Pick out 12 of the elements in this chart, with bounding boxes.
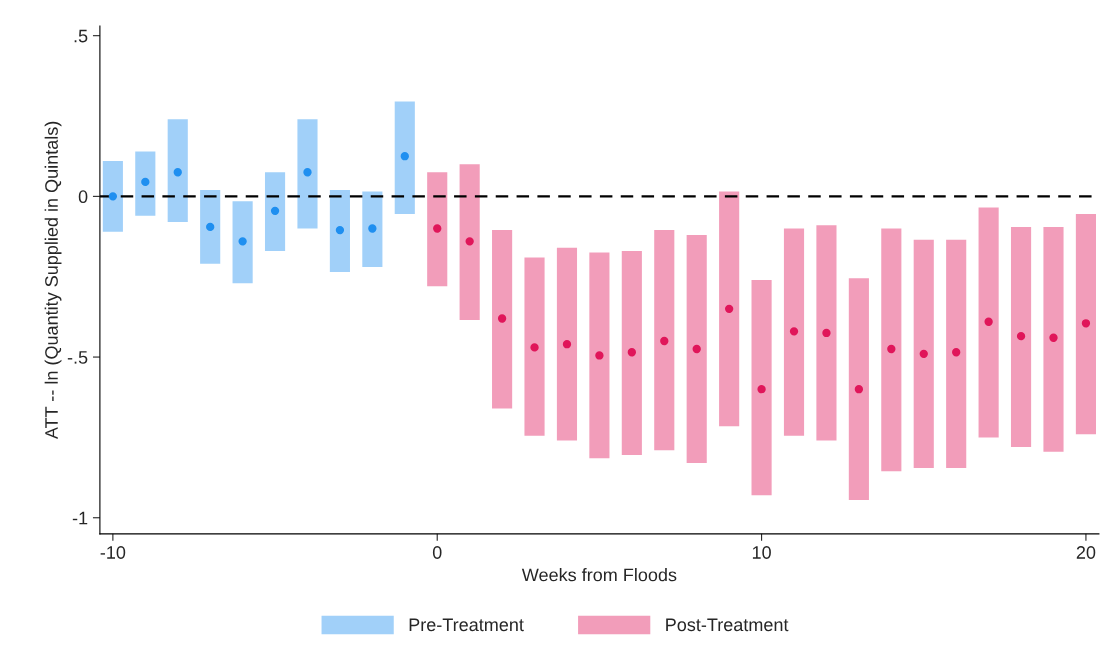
x-axis-title: Weeks from Floods [521,568,677,582]
y-tick-label: .5 [74,29,88,43]
x-tick-label: 20 [1076,546,1096,559]
x-tick-label: 0 [432,546,442,559]
y-tick-label: -1 [72,511,88,525]
y-axis-title: ATT -- ln (Quantity Supplied in Quintals) [44,121,62,440]
x-tick-label: 10 [752,546,771,559]
x-tick-label: -10 [100,546,126,559]
legend-label: Pre-Treatment [409,618,524,632]
y-tick-label: -.5 [67,351,88,364]
y-tick-label: 0 [78,190,88,204]
legend-label: Post-Treatment [666,618,789,632]
